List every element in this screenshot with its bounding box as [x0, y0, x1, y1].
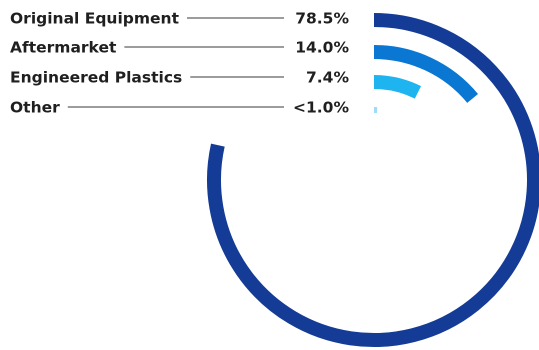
arc-engineered-plastics: [373, 75, 422, 99]
legend-value-other: <1.0%: [293, 99, 349, 117]
legend-label-aftermarket: Aftermarket: [10, 39, 117, 57]
legend-label-other: Other: [10, 99, 60, 117]
legend-label-original-equipment: Original Equipment: [10, 10, 180, 28]
legend-value-aftermarket: 14.0%: [295, 39, 349, 57]
legend-value-original-equipment: 78.5%: [295, 10, 349, 28]
chart-legend: Original Equipment 78.5% Aftermarket 14.0% E…: [10, 10, 349, 117]
arc-aftermarket: [373, 45, 479, 103]
legend-value-engineered-plastics: 7.4%: [306, 69, 349, 87]
legend-label-engineered-plastics: Engineered Plastics: [10, 69, 182, 87]
chart-arcs: [207, 13, 539, 347]
arc-original-equipment: [207, 13, 539, 347]
